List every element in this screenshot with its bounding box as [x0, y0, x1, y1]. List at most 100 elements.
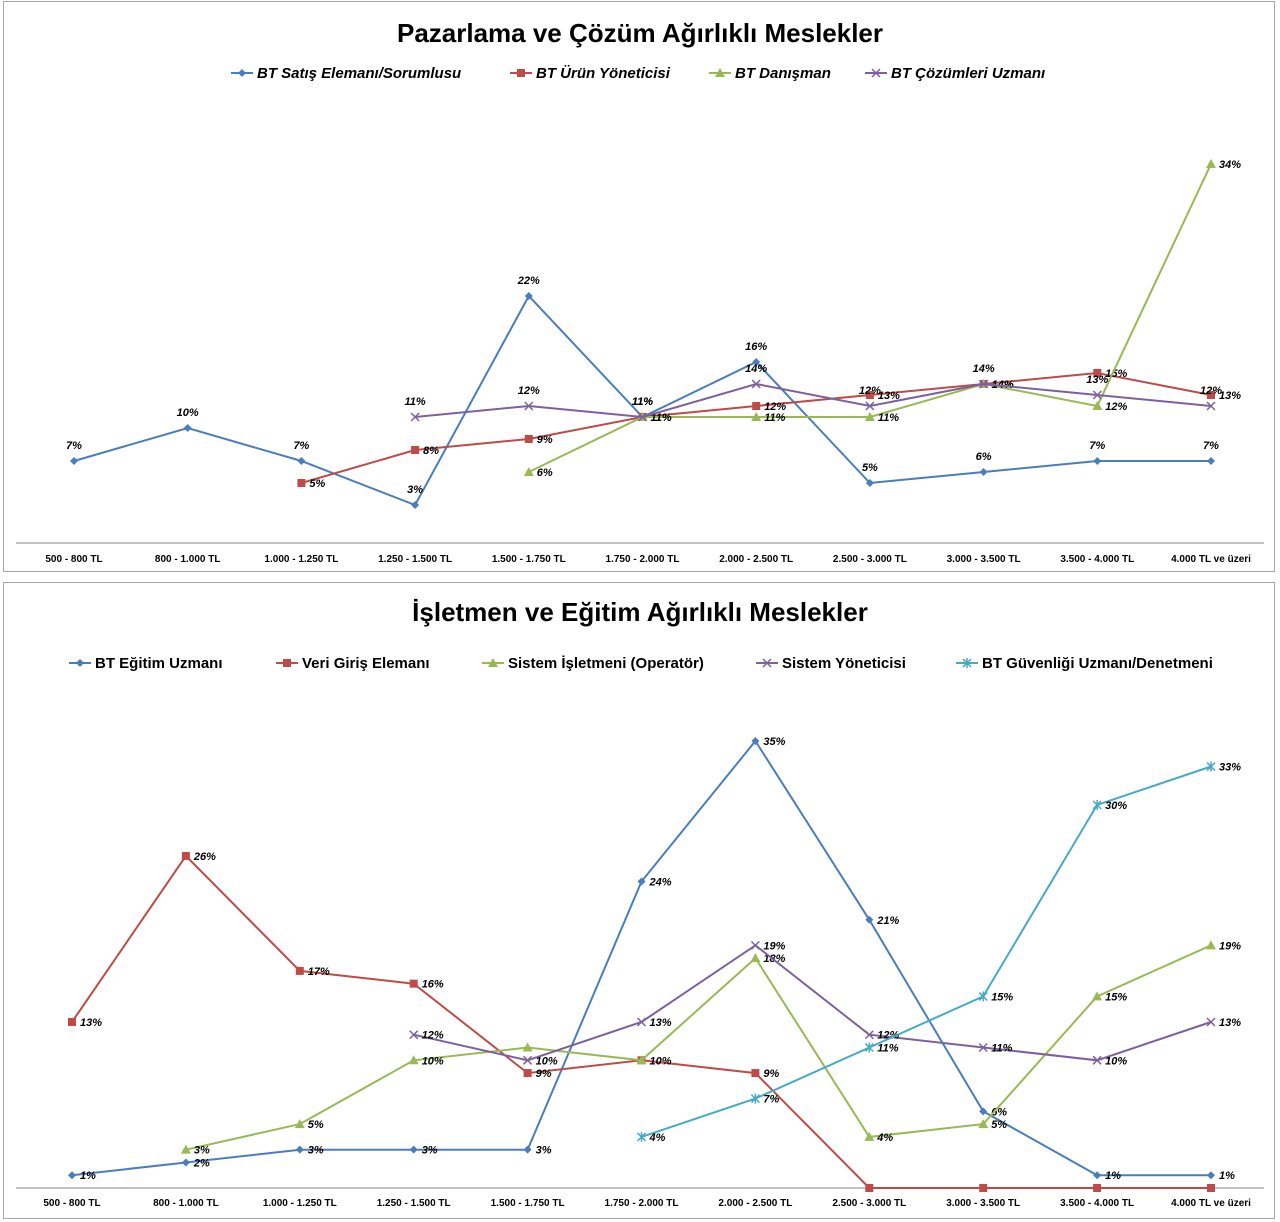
chart-panel-operator: İşletmen ve Eğitim Ağırlıklı Meslekler BT…: [3, 582, 1275, 1219]
data-point: [751, 379, 761, 389]
data-point: [1092, 991, 1103, 1001]
data-point: [409, 1145, 418, 1154]
series-line: [301, 371, 1212, 484]
legend-item: BT Danışman: [709, 65, 831, 82]
data-label: 9%: [536, 1068, 552, 1080]
x-tick-label: 800 - 1.000 TL: [153, 1198, 219, 1209]
data-point: [865, 1184, 874, 1192]
legend-item: Sistem İşletmeni (Operatör): [482, 655, 704, 672]
data-point: [295, 1145, 304, 1154]
data-label: 11%: [764, 412, 785, 424]
x-tick-label: 4.000 TL ve üzeri: [1171, 554, 1251, 565]
data-label: 11%: [632, 396, 653, 408]
data-point: [1092, 390, 1102, 400]
data-point: [1092, 799, 1102, 810]
data-label: 5%: [308, 1119, 324, 1131]
data-point: [68, 1017, 76, 1026]
data-point: [750, 953, 761, 963]
legend-label: BT Ürün Yöneticisi: [536, 65, 671, 82]
data-label: 15%: [991, 991, 1013, 1003]
series-5: 4% 7% 11% 15% 30% 33%: [636, 762, 1241, 1144]
data-point: [524, 435, 533, 443]
data-label: 3%: [194, 1145, 210, 1157]
series-line: [71, 739, 1211, 1177]
series-line: [185, 944, 1212, 1151]
data-point: [1206, 1017, 1216, 1027]
x-tick-label: 2.500 - 3.000 TL: [832, 1198, 906, 1209]
data-label: 11%: [877, 1043, 898, 1055]
data-label: 6%: [976, 451, 992, 463]
data-point: [410, 412, 420, 422]
legend-item: BT Ürün Yöneticisi: [510, 65, 671, 82]
data-label: 12%: [422, 1030, 444, 1042]
chart-panel-marketing: Pazarlama ve Çözüm Ağırlıklı Meslekler BT…: [3, 1, 1275, 572]
data-label: 7%: [1203, 440, 1219, 452]
legend-marker: [762, 658, 772, 668]
x-tick-label: 1.000 - 1.250 TL: [264, 554, 338, 565]
data-point: [750, 1093, 760, 1104]
data-point: [752, 402, 761, 410]
data-point: [68, 1171, 76, 1180]
legend-marker: [517, 69, 525, 77]
legend-marker: [283, 659, 291, 667]
data-point: [750, 940, 760, 950]
data-point: [1207, 1184, 1215, 1192]
data-point: [1093, 1184, 1102, 1192]
legend-item: BT Çözümleri Uzmanı: [865, 65, 1045, 82]
series-line: [528, 163, 1212, 473]
data-point: [1206, 401, 1216, 411]
data-label: 19%: [763, 940, 785, 952]
data-point: [865, 401, 875, 411]
legend-marker: [962, 658, 972, 668]
data-label: 16%: [422, 979, 444, 991]
legend: BT Satış Elemanı/Sorumlusu BT Ürün Yöneti…: [231, 65, 1045, 82]
data-label: 4%: [876, 1132, 893, 1144]
x-tick-label: 800 - 1.000 TL: [155, 554, 221, 565]
data-point: [637, 412, 648, 422]
data-point: [1092, 1055, 1102, 1065]
data-point: [865, 915, 874, 924]
legend-label: Veri Giriş Elemanı: [302, 655, 430, 672]
data-point: [409, 979, 418, 988]
data-label: 3%: [422, 1145, 438, 1157]
data-point: [752, 358, 761, 366]
series-line: [641, 765, 1212, 1138]
data-label: 19%: [1219, 940, 1241, 952]
x-tick-label: 3.000 - 3.500 TL: [947, 554, 1021, 565]
data-label: 3%: [536, 1145, 552, 1157]
data-label: 10%: [1105, 1055, 1127, 1067]
data-point: [864, 1030, 874, 1040]
data-label: 1%: [1105, 1170, 1121, 1182]
data-label: 13%: [1219, 1017, 1241, 1029]
data-point: [864, 1131, 875, 1141]
data-label: 12%: [1200, 385, 1222, 397]
data-point: [523, 1145, 532, 1154]
data-label: 34%: [1219, 159, 1241, 171]
data-label: 15%: [1105, 368, 1127, 380]
legend-item: Sistem Yöneticisi: [756, 655, 906, 672]
legend-item: BT Eğitim Uzmanı: [69, 655, 223, 672]
data-point: [751, 412, 762, 421]
chart-operator-svg: İşletmen ve Eğitim Ağırlıklı Meslekler BT…: [16, 597, 1264, 1209]
data-point: [183, 424, 192, 432]
data-label: 5%: [309, 478, 325, 490]
series-2: 5%8%9%11%12%13%14%15%13%: [297, 368, 1241, 490]
data-label: 11%: [632, 396, 653, 408]
data-label: 12%: [1105, 401, 1127, 413]
data-label: 12%: [877, 1030, 899, 1042]
data-point: [297, 457, 306, 465]
data-point: [978, 1042, 988, 1053]
data-label: 13%: [878, 390, 900, 402]
data-label: 33%: [1219, 762, 1241, 774]
data-point: [979, 468, 988, 476]
x-tick-label: 1.000 - 1.250 TL: [263, 1198, 337, 1209]
x-tick-label: 2.000 - 2.500 TL: [719, 554, 793, 565]
x-tick-label: 3.000 - 3.500 TL: [946, 1198, 1020, 1209]
data-point: [864, 412, 875, 421]
data-point: [978, 1119, 989, 1129]
data-point: [294, 1119, 305, 1129]
data-label: 2%: [193, 1157, 210, 1169]
data-label: 1%: [80, 1170, 96, 1182]
legend-marker: [715, 68, 725, 77]
x-tick-label: 1.750 - 2.000 TL: [605, 1198, 679, 1209]
